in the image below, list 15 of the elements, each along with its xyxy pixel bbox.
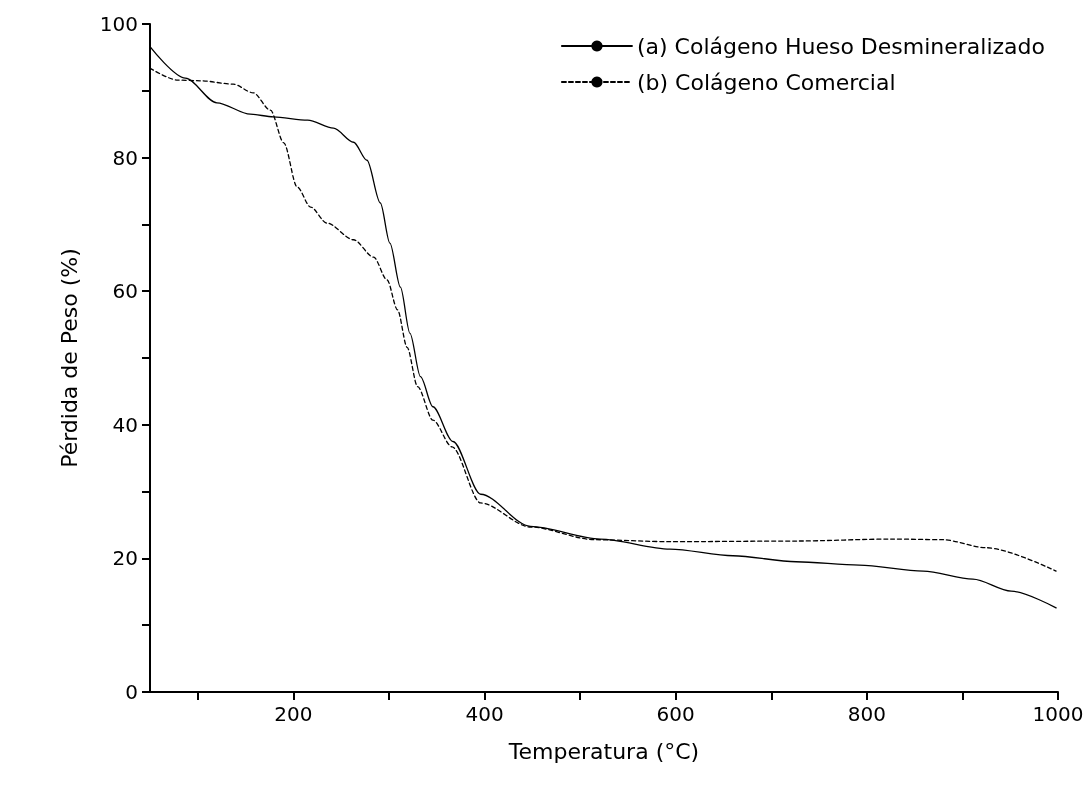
x-tick-label: 800 [847, 702, 886, 726]
y-axis-title: Pérdida de Peso (%) [56, 248, 82, 468]
x-axis-title: Temperatura (°C) [507, 738, 700, 764]
x-tick-label: 400 [465, 702, 504, 726]
y-tick-label: 80 [112, 145, 138, 170]
legend-label: (b) Colágeno Comercial [636, 69, 896, 95]
legend-label: (a) Colágeno Hueso Desmineralizado [636, 33, 1046, 59]
y-tick-label: 60 [112, 279, 138, 304]
y-tick-label: 40 [112, 412, 138, 437]
x-tick-label: 200 [274, 702, 313, 726]
y-tick-label: 100 [99, 12, 138, 36]
y-tick-label: 20 [112, 546, 138, 571]
x-tick-label: 600 [656, 702, 695, 726]
y-tick-label: 0 [125, 680, 138, 704]
x-tick-label: 1000 [1032, 702, 1084, 726]
